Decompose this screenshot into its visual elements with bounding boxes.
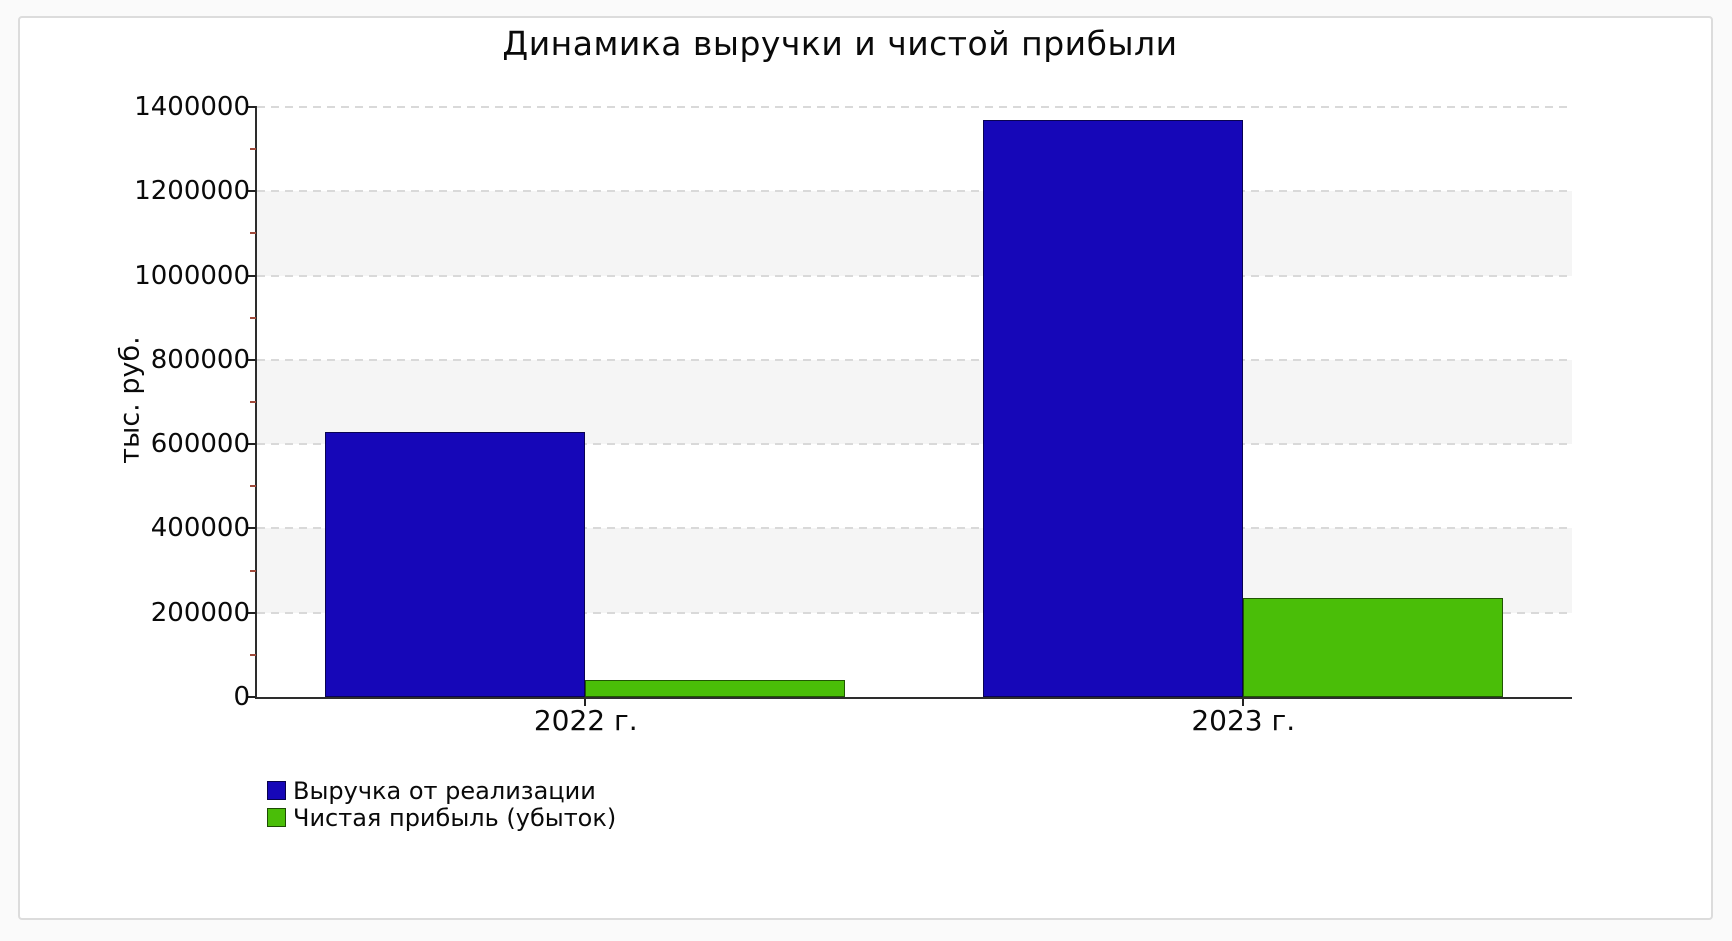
y-minor-tick-1100000 bbox=[250, 232, 256, 235]
plot-background-band bbox=[256, 359, 1572, 445]
y-tick-label-800000: 800000 bbox=[150, 344, 250, 375]
legend-label-net-profit: Чистая прибыль (убыток) bbox=[293, 803, 617, 832]
y-minor-tick-100000 bbox=[250, 653, 256, 656]
y-tick-0 bbox=[247, 696, 256, 698]
y-tick-label-0: 0 bbox=[233, 682, 250, 712]
x-category-label-2023: 2023 г. bbox=[1191, 704, 1296, 737]
x-tick-2023 bbox=[1242, 699, 1244, 706]
legend-item-revenue: Выручка от реализации bbox=[267, 776, 616, 805]
y-tick-label-1400000: 1400000 bbox=[134, 92, 250, 122]
plot-background-band bbox=[256, 191, 1572, 276]
x-axis-line bbox=[255, 697, 1572, 699]
legend-item-net-profit: Чистая прибыль (убыток) bbox=[267, 803, 617, 832]
y-axis-title: тыс. руб. bbox=[114, 336, 146, 464]
y-minor-tick-500000 bbox=[250, 485, 256, 488]
y-tick-label-1200000: 1200000 bbox=[134, 176, 250, 207]
y-tick-label-400000: 400000 bbox=[150, 513, 250, 544]
legend: Выручка от реализации Чистая прибыль (уб… bbox=[267, 776, 617, 832]
gridline-y-400000 bbox=[257, 527, 1572, 530]
y-minor-tick-300000 bbox=[250, 569, 256, 572]
legend-swatch-net-profit-icon bbox=[267, 808, 286, 827]
gridline-y-1200000 bbox=[257, 190, 1572, 193]
gridline-y-1000000 bbox=[257, 274, 1572, 277]
legend-swatch-revenue-icon bbox=[267, 781, 286, 800]
bar-net-profit-2022 bbox=[585, 680, 845, 697]
y-minor-tick-900000 bbox=[250, 316, 256, 319]
y-tick-1000000 bbox=[247, 274, 256, 277]
y-tick-1200000 bbox=[247, 190, 256, 193]
y-tick-200000 bbox=[247, 611, 256, 614]
y-tick-label-600000: 600000 bbox=[150, 429, 250, 460]
gridline-y-1400000 bbox=[257, 106, 1572, 108]
y-tick-400000 bbox=[247, 527, 256, 530]
bar-revenue-2022 bbox=[325, 431, 585, 697]
gridline-y-800000 bbox=[257, 358, 1572, 361]
x-tick-2022 bbox=[584, 699, 586, 706]
gridline-y-600000 bbox=[257, 443, 1572, 446]
legend-label-revenue: Выручка от реализации bbox=[293, 776, 596, 805]
y-tick-label-1000000: 1000000 bbox=[134, 260, 250, 291]
y-tick-1400000 bbox=[247, 106, 256, 108]
y-tick-label-200000: 200000 bbox=[150, 597, 250, 628]
y-axis-line bbox=[255, 106, 257, 699]
y-minor-tick-700000 bbox=[250, 401, 256, 403]
bar-net-profit-2023 bbox=[1243, 597, 1503, 697]
gridline-y-200000 bbox=[257, 611, 1572, 614]
chart-frame bbox=[18, 16, 1713, 920]
x-category-label-2022: 2022 г. bbox=[533, 704, 638, 737]
y-minor-tick-1300000 bbox=[250, 148, 256, 151]
chart-title: Динамика выручки и чистой прибыли bbox=[502, 24, 1178, 63]
bar-revenue-2023 bbox=[983, 119, 1243, 697]
y-tick-600000 bbox=[247, 443, 256, 446]
y-tick-800000 bbox=[247, 358, 256, 361]
